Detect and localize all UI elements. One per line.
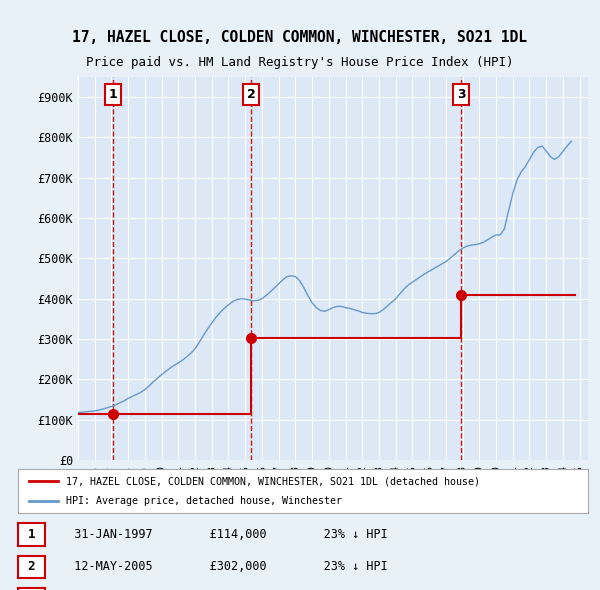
Text: Price paid vs. HM Land Registry's House Price Index (HPI): Price paid vs. HM Land Registry's House … xyxy=(86,56,514,69)
Text: 2: 2 xyxy=(247,88,256,101)
Text: 17, HAZEL CLOSE, COLDEN COMMON, WINCHESTER, SO21 1DL: 17, HAZEL CLOSE, COLDEN COMMON, WINCHEST… xyxy=(73,30,527,44)
Text: 17, HAZEL CLOSE, COLDEN COMMON, WINCHESTER, SO21 1DL (detached house): 17, HAZEL CLOSE, COLDEN COMMON, WINCHEST… xyxy=(67,477,481,486)
Text: 2: 2 xyxy=(28,560,35,573)
Text: HPI: Average price, detached house, Winchester: HPI: Average price, detached house, Winc… xyxy=(67,496,343,506)
Text: 31-JAN-1997        £114,000        23% ↓ HPI: 31-JAN-1997 £114,000 23% ↓ HPI xyxy=(60,528,388,541)
Text: 1: 1 xyxy=(109,88,117,101)
Text: 3: 3 xyxy=(457,88,466,101)
Text: 12-MAY-2005        £302,000        23% ↓ HPI: 12-MAY-2005 £302,000 23% ↓ HPI xyxy=(60,560,388,573)
Text: 1: 1 xyxy=(28,528,35,541)
